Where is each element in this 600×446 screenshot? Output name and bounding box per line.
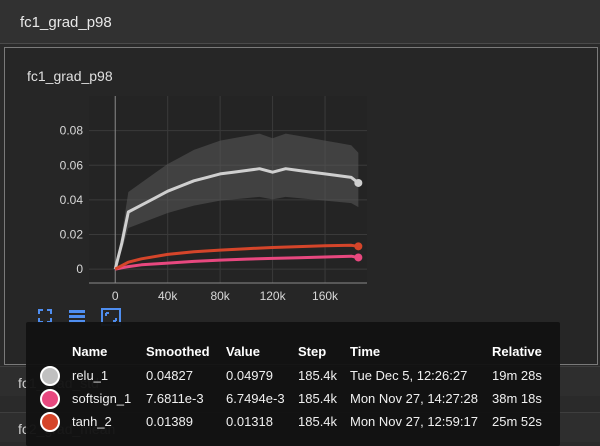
tooltip-name: tanh_2 xyxy=(72,414,112,429)
series-point-tanh_2 xyxy=(354,242,363,251)
toggle-log-icon[interactable] xyxy=(67,308,87,328)
y-tick-label: 0 xyxy=(76,262,83,276)
series-point-relu_1 xyxy=(354,178,363,187)
y-tick-label: 0.04 xyxy=(60,193,84,207)
x-tick-label: 0 xyxy=(112,289,119,303)
tooltip-time: Mon Nov 27, 14:27:28 xyxy=(350,391,478,406)
tooltip-name: relu_1 xyxy=(72,368,109,383)
series-line-tanh_2 xyxy=(114,243,359,271)
tooltip-relative: 38m 18s xyxy=(492,391,542,406)
tooltip-header-time: Time xyxy=(350,344,381,359)
toggle-log-icon-glyph xyxy=(69,310,85,323)
card-title: fc1_grad_p98 xyxy=(27,68,113,84)
tooltip-header-name: Name xyxy=(72,344,108,359)
relu-raw-band xyxy=(115,133,359,270)
tooltip-header-step: Step xyxy=(298,344,327,359)
x-tick-label: 80k xyxy=(210,289,230,303)
tooltip-value: 0.04979 xyxy=(226,368,273,383)
tooltip-step: 185.4k xyxy=(298,391,338,406)
tooltip-value: 6.7494e-3 xyxy=(226,391,285,406)
series-line-relu_1 xyxy=(113,167,360,270)
tooltip-value: 0.01318 xyxy=(226,414,273,429)
x-tick-label: 40k xyxy=(158,289,178,303)
series-swatch xyxy=(40,389,60,409)
fit-domain-icon-glyph xyxy=(38,309,52,323)
series-line-softsign_1 xyxy=(114,254,359,271)
chart-tooltip: Name Smoothed Value Step Time Relative r… xyxy=(26,322,560,446)
tooltip-header-smoothed: Smoothed xyxy=(146,344,210,359)
tooltip-smoothed: 0.01389 xyxy=(146,414,193,429)
tooltip-step: 185.4k xyxy=(298,414,338,429)
fit-domain-icon[interactable] xyxy=(35,308,55,328)
y-tick-label: 0.06 xyxy=(60,158,84,172)
chart-card: fc1_grad_p98 0 0.02 0.04 0.06 0.08 0 40k 80k 120… xyxy=(4,47,598,365)
tooltip-header-value: Value xyxy=(226,344,260,359)
y-tick-label: 0.02 xyxy=(60,228,84,242)
section-header[interactable]: fc1_grad_p98 xyxy=(0,0,600,44)
tooltip-relative: 19m 28s xyxy=(492,368,542,383)
y-tick-label: 0.08 xyxy=(60,124,84,138)
tooltip-name: softsign_1 xyxy=(72,391,132,406)
tooltip-time: Tue Dec 5, 12:26:27 xyxy=(350,368,468,383)
tooltip-smoothed: 7.6811e-3 xyxy=(146,391,204,406)
tooltip-step: 185.4k xyxy=(298,368,338,383)
tooltip-header-relative: Relative xyxy=(492,344,542,359)
tooltip-time: Mon Nov 27, 12:59:17 xyxy=(350,414,478,429)
line-chart[interactable]: 0 0.02 0.04 0.06 0.08 0 40k 80k 120k 160k xyxy=(5,48,597,364)
section-title: fc1_grad_p98 xyxy=(20,14,112,31)
series-swatch xyxy=(40,366,60,386)
series-point-softsign_1 xyxy=(354,253,363,262)
series-swatch xyxy=(40,412,60,432)
tooltip-smoothed: 0.04827 xyxy=(146,368,193,383)
x-tick-label: 120k xyxy=(260,289,287,303)
x-tick-label: 160k xyxy=(312,289,339,303)
tooltip-relative: 25m 52s xyxy=(492,414,542,429)
